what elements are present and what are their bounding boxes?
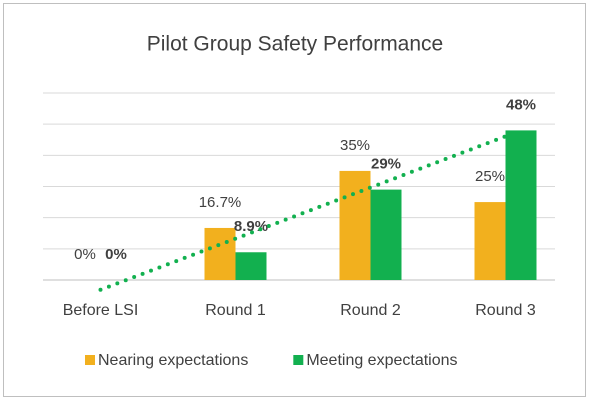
chart-border [3, 3, 586, 397]
legend-swatch [85, 355, 95, 365]
legend-label: Nearing expectations [98, 352, 248, 369]
bar [339, 170, 371, 280]
x-tick-label: Round 2 [340, 302, 401, 319]
bar [370, 189, 402, 280]
data-label: 16.7% [199, 194, 242, 211]
bar [235, 252, 267, 280]
data-label: 29% [371, 156, 401, 173]
legend-swatch [293, 355, 304, 365]
chart-title: Pilot Group Safety Performance [147, 33, 443, 56]
x-tick-label: Round 3 [475, 302, 536, 319]
bar [204, 227, 236, 280]
data-label: 48% [506, 96, 536, 113]
x-tick-label: Before LSI [63, 302, 139, 319]
trendline [98, 134, 508, 292]
legend-label: Meeting expectations [306, 352, 457, 369]
data-label: 25% [475, 168, 505, 185]
data-label: 35% [340, 137, 370, 154]
x-tick-label: Round 1 [205, 302, 266, 319]
bar [474, 202, 506, 280]
data-label: 0% [74, 246, 96, 263]
bar [505, 130, 537, 280]
data-label: 0% [105, 246, 127, 263]
